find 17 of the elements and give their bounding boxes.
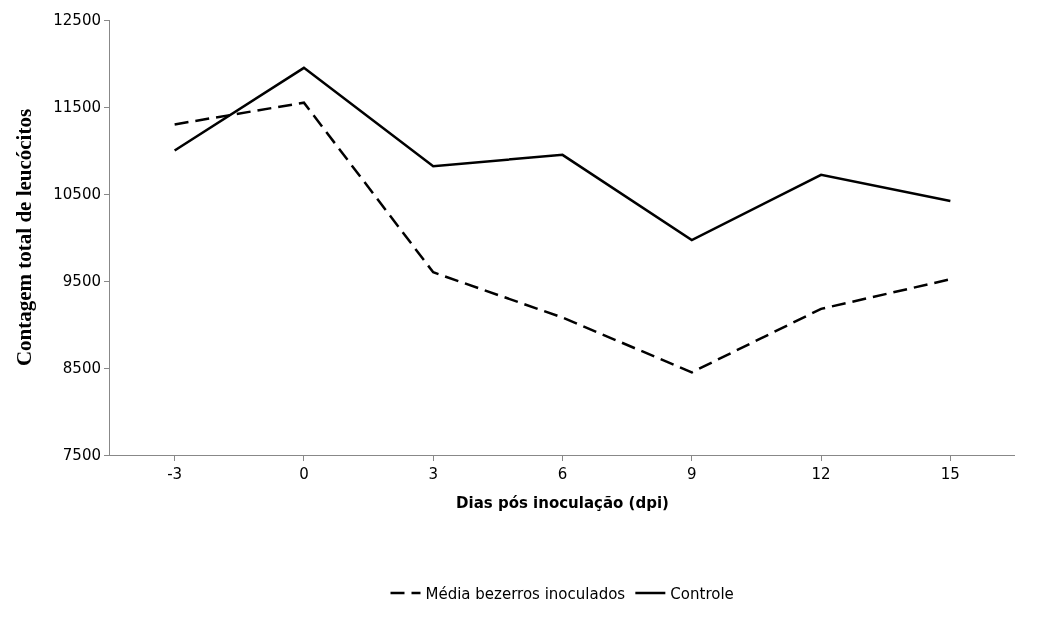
y-tick-label: 9500	[62, 272, 101, 291]
x-tick-label: 9	[687, 465, 697, 483]
y-tick-label: 7500	[62, 446, 101, 465]
x-tick-label: 0	[299, 465, 309, 483]
y-tick-label: 11500	[53, 98, 101, 117]
x-tick-label: -3	[167, 465, 183, 483]
x-axis-title: Dias pós inoculação (dpi)	[456, 494, 669, 512]
y-tick-label: 8500	[62, 359, 101, 378]
y-tick-label: 10500	[53, 185, 101, 204]
y-tick-label: 12500	[53, 11, 101, 30]
x-tick-label: 6	[557, 465, 568, 483]
x-tick-label: 3	[428, 465, 438, 483]
legend-label: Controle	[670, 584, 734, 603]
legend-label: Média bezerros inoculados	[425, 584, 626, 603]
x-tick-label: 15	[940, 465, 960, 483]
y-axis-title: Contagem total de leucócitos	[12, 108, 37, 367]
x-tick-label: 12	[811, 465, 831, 483]
